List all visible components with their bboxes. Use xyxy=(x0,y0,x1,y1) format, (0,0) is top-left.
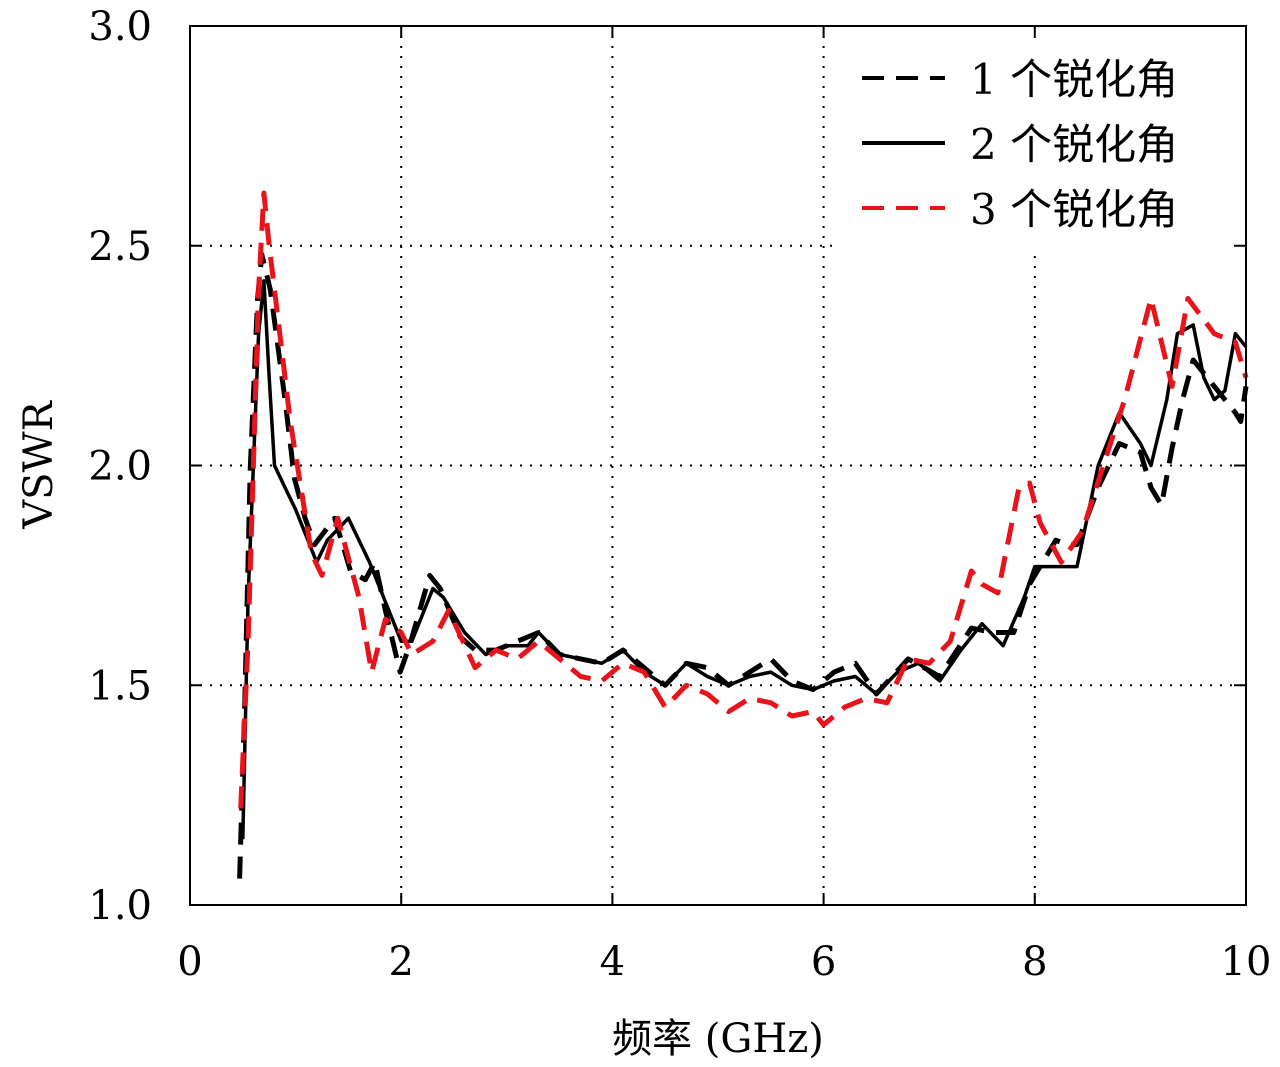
series-line-3 xyxy=(238,190,1249,809)
x-tick-label: 8 xyxy=(1022,939,1047,985)
series-line-2 xyxy=(241,279,1248,840)
y-tick-label: 1.5 xyxy=(88,663,152,709)
x-axis-label: 频率 (GHz) xyxy=(612,1016,824,1062)
y-axis-label: VSWR xyxy=(16,399,62,529)
x-tick-label: 0 xyxy=(177,939,202,985)
x-tick-label: 2 xyxy=(388,939,413,985)
legend-label-1: 1 个锐化角 xyxy=(970,55,1178,104)
x-tick-label: 10 xyxy=(1221,939,1272,985)
x-tick-label: 4 xyxy=(600,939,625,985)
legend-label-2: 2 个锐化角 xyxy=(970,120,1178,169)
legend-label-3: 3 个锐化角 xyxy=(970,185,1178,234)
legend: 1 个锐化角 2 个锐化角 3 个锐化角 xyxy=(862,55,1178,234)
y-tick-label: 3.0 xyxy=(88,4,152,50)
x-tick-label: 6 xyxy=(811,939,836,985)
ticks: 0 2 4 6 8 10 1.0 1.5 2.0 2.5 3.0 xyxy=(88,4,1271,985)
series-lines xyxy=(237,190,1249,879)
series-line-1 xyxy=(237,252,1249,879)
y-tick-label: 2.5 xyxy=(88,224,152,270)
y-tick-label: 2.0 xyxy=(88,444,152,490)
y-tick-label: 1.0 xyxy=(88,883,152,929)
